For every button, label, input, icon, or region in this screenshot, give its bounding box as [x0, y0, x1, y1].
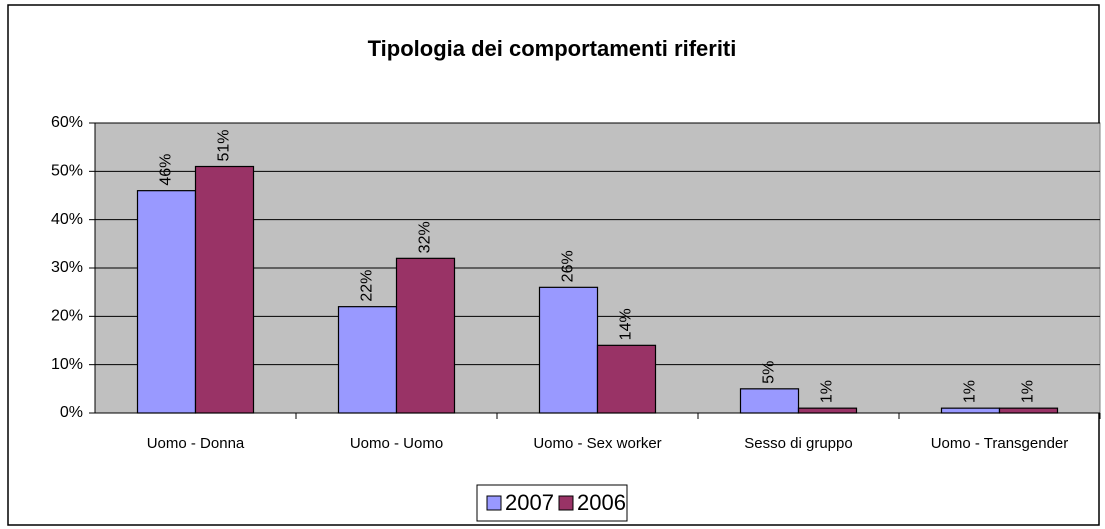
- bar: [538, 286, 599, 414]
- y-tick-label: 10%: [51, 356, 83, 373]
- x-tick-label: Uomo - Donna: [147, 435, 245, 452]
- data-label: 1%: [962, 380, 979, 403]
- legend-label: 2007: [505, 490, 554, 515]
- x-tick-label: Uomo - Transgender: [931, 435, 1069, 452]
- data-label: 5%: [761, 361, 778, 384]
- legend-swatch: [558, 495, 574, 511]
- y-tick-label: 0%: [60, 404, 83, 421]
- data-label: 46%: [158, 154, 175, 186]
- x-tick-label: Sesso di gruppo: [744, 435, 852, 452]
- legend-box: [476, 484, 628, 522]
- bar: [596, 344, 657, 414]
- data-label: 1%: [1020, 380, 1037, 403]
- data-label: 14%: [618, 308, 635, 340]
- bar: [739, 388, 800, 414]
- y-tick-label: 50%: [51, 163, 83, 180]
- data-label: 26%: [560, 250, 577, 282]
- legend-swatch: [486, 495, 502, 511]
- data-label: 32%: [417, 221, 434, 253]
- y-tick-label: 30%: [51, 259, 83, 276]
- chart-title: Tipologia dei comportamenti riferiti: [368, 36, 737, 61]
- legend-label: 2006: [577, 490, 626, 515]
- data-label: 22%: [359, 270, 376, 302]
- bar: [395, 257, 456, 414]
- bar: [797, 407, 858, 414]
- y-tick-label: 60%: [51, 114, 83, 131]
- x-tick-label: Uomo - Sex worker: [533, 435, 661, 452]
- data-label: 51%: [216, 129, 233, 161]
- y-tick-label: 20%: [51, 308, 83, 325]
- y-tick-label: 40%: [51, 211, 83, 228]
- bar: [194, 165, 255, 414]
- data-label: 1%: [819, 380, 836, 403]
- bar: [136, 190, 197, 414]
- x-tick-label: Uomo - Uomo: [350, 435, 443, 452]
- bar: [940, 407, 1001, 414]
- bar: [998, 407, 1059, 414]
- bar: [337, 306, 398, 414]
